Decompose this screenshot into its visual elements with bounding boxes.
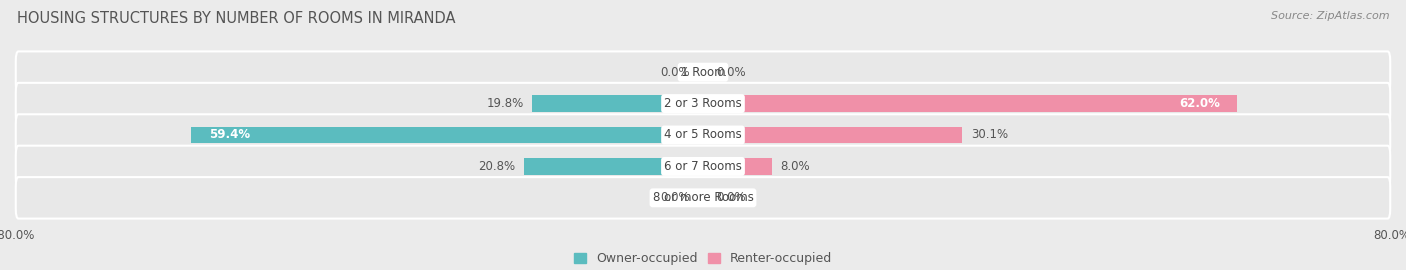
Text: 6 or 7 Rooms: 6 or 7 Rooms	[664, 160, 742, 173]
Text: HOUSING STRUCTURES BY NUMBER OF ROOMS IN MIRANDA: HOUSING STRUCTURES BY NUMBER OF ROOMS IN…	[17, 11, 456, 26]
Text: 19.8%: 19.8%	[486, 97, 524, 110]
Bar	[703, 127, 962, 143]
Text: 0.0%: 0.0%	[716, 191, 745, 204]
Text: 20.8%: 20.8%	[478, 160, 515, 173]
FancyBboxPatch shape	[15, 177, 1391, 219]
Text: 8 or more Rooms: 8 or more Rooms	[652, 191, 754, 204]
Text: Source: ZipAtlas.com: Source: ZipAtlas.com	[1271, 11, 1389, 21]
Text: 0.0%: 0.0%	[661, 66, 690, 79]
Bar	[533, 95, 703, 112]
FancyBboxPatch shape	[15, 51, 1391, 93]
Bar	[703, 158, 772, 175]
Text: 0.0%: 0.0%	[661, 191, 690, 204]
Bar	[524, 158, 703, 175]
Text: 2 or 3 Rooms: 2 or 3 Rooms	[664, 97, 742, 110]
FancyBboxPatch shape	[15, 114, 1391, 156]
Text: 8.0%: 8.0%	[780, 160, 810, 173]
FancyBboxPatch shape	[15, 83, 1391, 124]
Text: 0.0%: 0.0%	[716, 66, 745, 79]
Legend: Owner-occupied, Renter-occupied: Owner-occupied, Renter-occupied	[568, 247, 838, 270]
FancyBboxPatch shape	[15, 146, 1391, 187]
Text: 59.4%: 59.4%	[208, 129, 250, 141]
Text: 4 or 5 Rooms: 4 or 5 Rooms	[664, 129, 742, 141]
Bar	[703, 95, 1237, 112]
Text: 62.0%: 62.0%	[1178, 97, 1219, 110]
Text: 1 Room: 1 Room	[681, 66, 725, 79]
Bar	[191, 127, 703, 143]
Text: 30.1%: 30.1%	[970, 129, 1008, 141]
